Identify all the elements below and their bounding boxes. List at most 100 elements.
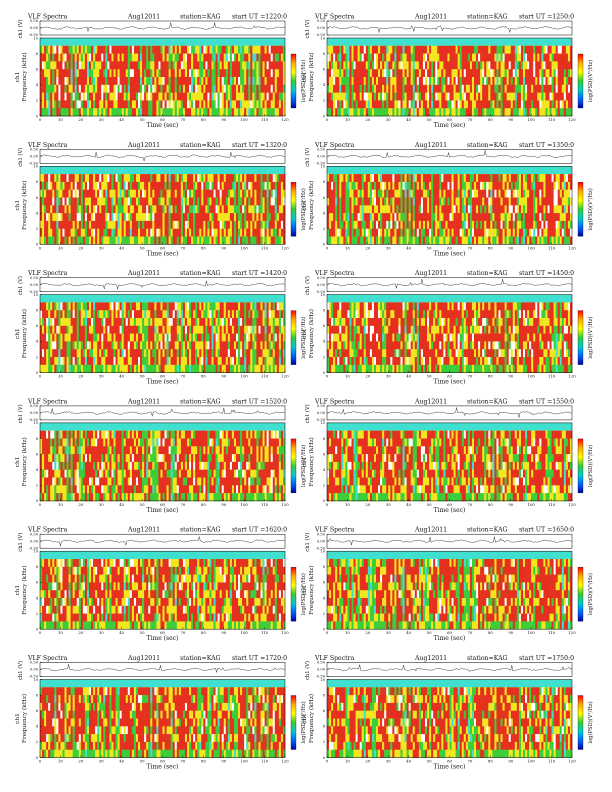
spectrogram-cell [229,45,233,54]
spectrogram-cell [339,205,342,214]
spectrogram-cell [62,100,65,109]
spectrogram-cell [189,53,192,62]
spectrogram-cell [191,45,194,54]
spectrogram-cell [404,61,407,70]
spectrogram-cell [93,92,96,101]
spectrogram-cell [335,189,338,198]
spectrogram-cell [382,181,385,190]
spectrogram-cell [282,228,286,237]
spectrogram-cell [178,228,182,237]
spectrogram-cell [398,205,401,214]
spectrogram-cell [482,69,485,78]
spectrogram-cell [553,189,556,198]
spectrogram-cell [408,77,411,86]
spectrogram-cell [168,236,171,245]
spectrogram-cell [205,228,208,237]
spectrogram-cell [115,45,118,54]
spectrogram-cell [219,45,222,54]
spectrogram-cell [189,84,192,93]
spectrogram-cell [467,84,471,93]
spectrogram-cell [476,61,479,70]
spectrogram-cell [529,236,532,245]
spectrogram-cell [121,341,124,350]
spectrogram-cell [160,100,163,109]
spectrogram-cell [148,197,151,206]
spectrogram-cell [278,236,282,245]
spectrogram-cell [115,349,118,358]
spectrogram-cell [187,69,190,78]
spectrogram-cell [531,69,534,78]
spectrogram-cell [520,108,524,117]
spectrogram-cell [400,84,403,93]
spectrogram-cell [357,228,360,237]
spectrogram-cell [62,189,65,198]
spectrogram-cell [42,108,45,117]
spectrogram-cell [80,220,84,229]
spectrogram-cell [135,189,139,198]
spectrogram-cell [384,228,387,237]
spectrogram-cell [467,189,471,198]
spectrogram-cell [72,61,75,70]
spectrogram-cell [178,53,182,62]
spectrogram-cell [160,189,163,198]
spectrogram-cell [516,100,520,109]
spectrogram-cell [107,108,110,117]
spectrogram-cell [422,92,426,101]
spectrogram-cell [256,45,259,54]
spectrogram-cell [78,302,82,311]
spectrogram-cell [117,318,120,327]
spectrogram-cell [476,205,479,214]
spectrogram-cell [52,61,55,70]
spectrogram-cell [486,108,489,117]
spectrogram-cell [547,45,550,54]
spectrogram-cell [365,174,369,183]
spectrogram-cell [369,213,373,222]
spectrogram-cell [388,213,391,222]
spectrogram-cell [520,181,524,190]
spectrogram-cell [99,77,102,86]
spectrogram-cell [363,77,367,86]
spectrogram-cell [68,181,71,190]
spectrogram-cell [398,181,401,190]
spectrogram-cell [133,77,137,86]
spectrogram-cell [451,84,454,93]
spectrogram-cell [60,341,63,350]
spectrogram-cell [337,228,340,237]
spectrogram-cell [355,100,358,109]
spectrogram-cell [158,84,161,93]
spectrogram-cell [471,100,475,109]
spectrogram-cell [91,108,94,117]
spectrogram-cell [103,174,106,183]
spectrogram-cell [146,77,149,86]
spectrogram-cell [469,77,473,86]
spectrogram-cell [429,92,432,101]
spectrogram-cell [494,53,497,62]
spectrogram-cell [496,213,499,222]
spectrogram-cell [117,108,120,117]
spectrogram-cell [565,228,569,237]
spectrogram-cell [170,174,173,183]
spectrogram-cell [195,236,198,245]
spectrogram-cell [467,61,471,70]
spectrogram-cell [345,220,348,229]
spectrogram-cell [260,69,263,78]
spectrogram-cell [516,189,520,198]
spectrogram-cell [369,205,373,214]
spectrogram-cell [496,84,499,93]
spectrogram-cell [227,61,231,70]
spectrogram-cell [68,77,71,86]
spectrogram-cell [109,213,112,222]
spectrogram-cell [52,220,55,229]
spectrogram-cell [129,236,133,245]
spectrogram-cell [68,53,71,62]
spectrogram-cell [476,189,479,198]
spectrogram-cell [76,325,80,334]
spectrogram-cell [329,61,332,70]
spectrogram-cell [260,77,263,86]
spectrogram-cell [78,84,82,93]
spectrogram-cell [46,174,49,183]
spectrogram-cell [197,181,200,190]
spectrogram-cell [140,84,143,93]
spectrogram-cell [205,189,208,198]
spectrogram-cell [565,84,569,93]
